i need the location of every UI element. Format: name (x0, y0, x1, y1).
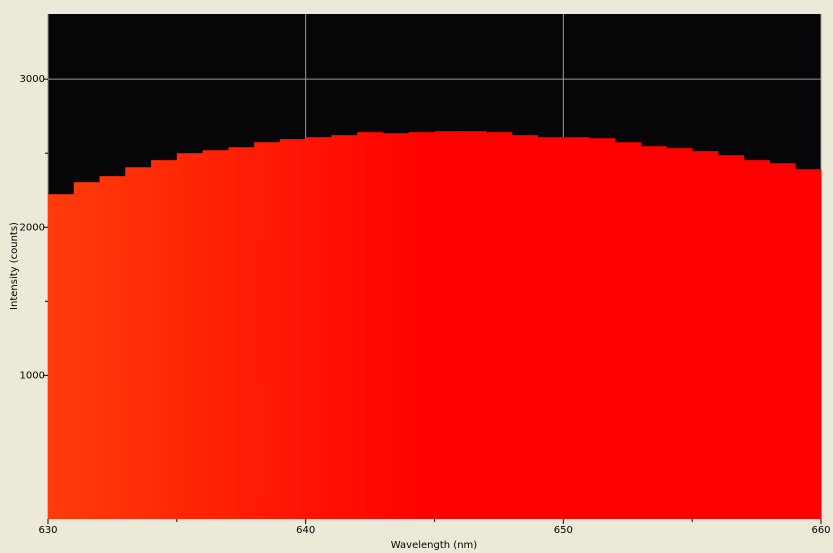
x-tick-label: 660 (811, 525, 830, 536)
bar (743, 160, 770, 519)
bar (666, 148, 693, 519)
bar (640, 146, 667, 519)
bar (717, 155, 745, 519)
bar (692, 151, 719, 520)
bar (99, 176, 126, 519)
bar (357, 132, 384, 519)
bar (408, 132, 435, 519)
bar (331, 135, 358, 520)
x-tick-label: 630 (38, 525, 57, 536)
bar (125, 167, 152, 519)
bar (614, 142, 642, 519)
bar (769, 163, 796, 519)
y-tick-label: 3000 (20, 74, 45, 85)
bar (176, 153, 204, 520)
bar (228, 147, 255, 519)
bar (795, 169, 822, 520)
bar (48, 194, 75, 519)
bar (151, 160, 178, 519)
bar (511, 135, 539, 520)
bar (305, 137, 332, 519)
bar (589, 138, 616, 519)
x-tick-label: 640 (296, 525, 315, 536)
bar (382, 133, 410, 519)
bar (73, 182, 101, 519)
bar (202, 150, 229, 519)
bar (254, 142, 281, 519)
bar (279, 139, 307, 520)
bar (460, 131, 487, 520)
y-axis-label: Intensity (counts) (9, 222, 20, 310)
x-tick-label: 650 (554, 525, 573, 536)
x-axis-label: Wavelength (nm) (391, 540, 477, 551)
bar (537, 137, 564, 519)
bar (563, 137, 590, 519)
y-tick-label: 2000 (20, 222, 45, 233)
y-tick-label: 1000 (20, 370, 45, 381)
bar (486, 132, 513, 519)
bar (434, 131, 461, 520)
